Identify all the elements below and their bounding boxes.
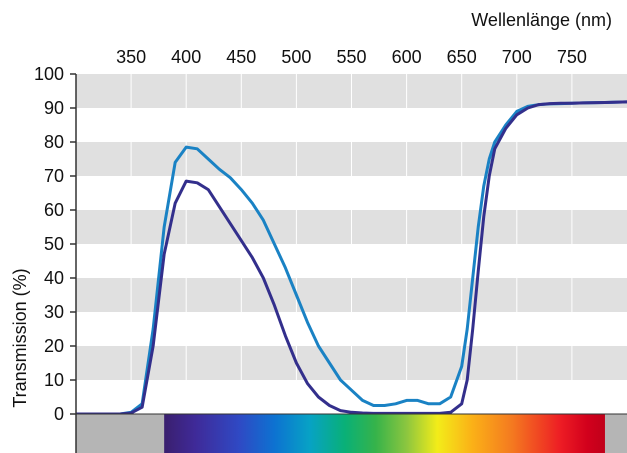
x-tick-label: 400 <box>171 47 201 67</box>
x-tick-label: 750 <box>557 47 587 67</box>
y-tick-label: 10 <box>44 370 64 390</box>
x-tick-label: 700 <box>502 47 532 67</box>
x-axis-title: Wellenlänge (nm) <box>471 10 612 30</box>
visible-spectrum <box>164 414 605 453</box>
y-axis-title: Transmission (%) <box>10 268 30 407</box>
y-tick-label: 80 <box>44 132 64 152</box>
y-tick-label: 30 <box>44 302 64 322</box>
y-tick-label: 40 <box>44 268 64 288</box>
y-tick-label: 50 <box>44 234 64 254</box>
x-tick-label: 450 <box>226 47 256 67</box>
x-tick-label: 500 <box>281 47 311 67</box>
y-tick-label: 20 <box>44 336 64 356</box>
x-tick-label: 550 <box>336 47 366 67</box>
x-tick-labels: 350 400 450 500 550 600 650 700 750 <box>116 47 587 67</box>
y-tick-label: 70 <box>44 166 64 186</box>
y-tick-label: 100 <box>34 64 64 84</box>
x-tick-label: 650 <box>447 47 477 67</box>
y-tick-label: 60 <box>44 200 64 220</box>
x-tick-label: 600 <box>392 47 422 67</box>
spectrum-strip <box>76 414 627 453</box>
y-tick-label: 0 <box>54 404 64 424</box>
y-tick-label: 90 <box>44 98 64 118</box>
x-tick-label: 350 <box>116 47 146 67</box>
y-tick-labels: 0 10 20 30 40 50 60 70 80 90 100 <box>34 64 64 424</box>
